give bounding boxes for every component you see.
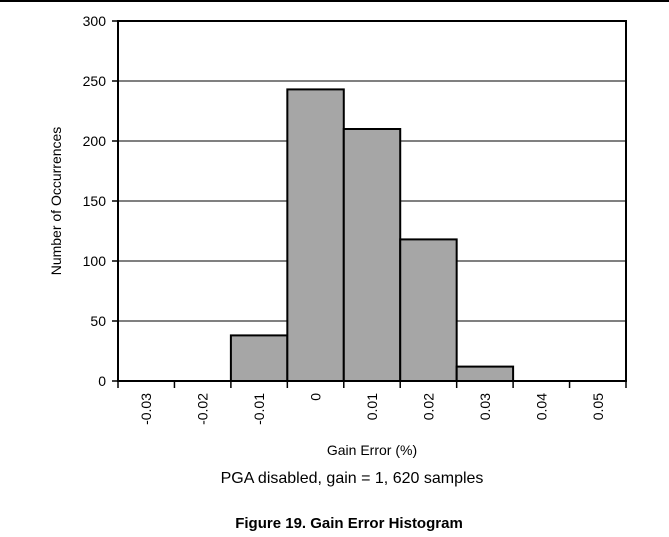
x-tick-label: -0.02: [195, 393, 211, 425]
y-tick-label: 50: [90, 313, 106, 329]
y-tick-label: 250: [83, 73, 107, 89]
x-tick-label: 0.02: [420, 393, 436, 420]
bar: [342, 128, 402, 382]
bar: [399, 238, 458, 382]
x-axis-ticks: -0.03 -0.02 -0.01 0 0.01 0.02 0.03 0.04 0.05: [117, 381, 627, 425]
y-tick-label: 0: [98, 373, 106, 389]
x-axis-label: Gain Error (%): [327, 442, 417, 458]
y-tick-label: 100: [83, 253, 107, 269]
y-tick-label: 200: [83, 133, 107, 149]
x-tick-label: 0.05: [590, 393, 606, 420]
bar: [286, 88, 345, 383]
y-tick-label: 150: [83, 193, 107, 209]
y-axis-label: Number of Occurrences: [48, 127, 64, 276]
x-tick-label: -0.03: [138, 393, 154, 425]
x-tick-label: 0.01: [364, 393, 380, 420]
figure-caption: Figure 19. Gain Error Histogram: [235, 515, 463, 532]
x-tick-label: 0.03: [477, 393, 493, 420]
bars: [229, 88, 515, 383]
y-tick-label: 300: [83, 13, 107, 29]
y-axis-ticks: 0 50 100 150 200 250 300: [83, 13, 118, 389]
bar: [455, 365, 515, 383]
top-rule: [0, 0, 669, 2]
chart-note: PGA disabled, gain = 1, 620 samples: [221, 470, 484, 487]
bar: [229, 334, 289, 382]
x-tick-label: 0: [308, 393, 324, 401]
x-tick-label: 0.04: [533, 393, 549, 420]
x-tick-label: -0.01: [251, 393, 267, 425]
